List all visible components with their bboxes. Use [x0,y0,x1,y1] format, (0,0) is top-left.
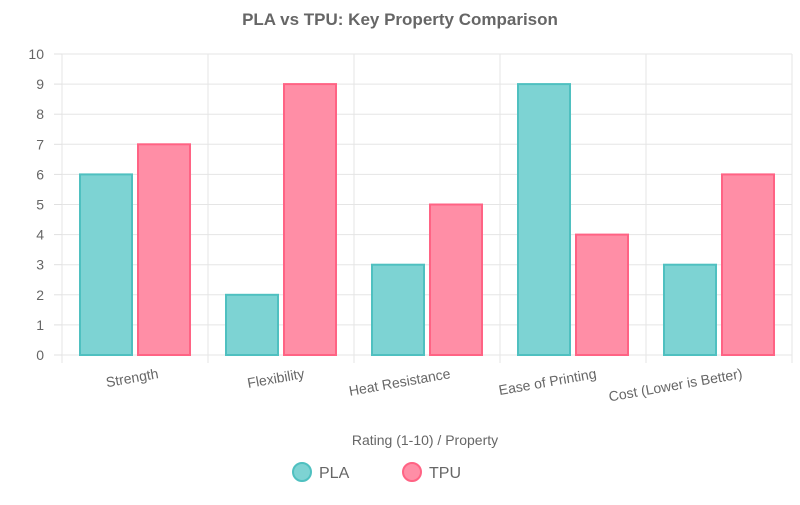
bar-layer [79,83,775,357]
bar-tpu[interactable] [429,203,483,356]
bar-pla[interactable] [79,173,133,356]
legend-label-tpu[interactable]: TPU [429,465,461,482]
x-tick-label: Ease of Printing [497,365,597,398]
y-tick-label: 5 [36,197,44,213]
x-tick-label: Strength [105,365,160,390]
legend-label-pla[interactable]: PLA [319,465,350,482]
bar-tpu[interactable] [721,173,775,356]
bar-tpu[interactable] [575,233,629,357]
y-tick-label: 3 [36,257,44,273]
bar-pla[interactable] [663,263,717,357]
chart-title: PLA vs TPU: Key Property Comparison [242,10,558,29]
y-tick-label: 2 [36,287,44,303]
bar-pla[interactable] [225,293,279,356]
bar-pla[interactable] [371,263,425,357]
legend-swatch-tpu[interactable] [402,462,422,482]
x-tick-label: Cost (Lower is Better) [607,365,743,404]
y-tick-label: 7 [36,136,44,152]
bar-pla[interactable] [517,83,571,356]
legend: PLA TPU [292,462,461,482]
y-tick-label: 4 [36,227,44,243]
bar-tpu[interactable] [137,143,191,356]
y-tick-label: 1 [36,317,44,333]
x-axis-title: Rating (1-10) / Property [352,432,498,448]
y-tick-label: 10 [28,46,44,62]
legend-swatch-pla[interactable] [292,462,312,482]
y-tick-label: 8 [36,106,44,122]
y-tick-label: 9 [36,76,44,92]
y-tick-label: 0 [36,347,44,363]
x-tick-label: Flexibility [246,365,305,391]
x-tick-label: Heat Resistance [348,365,452,399]
y-tick-label: 6 [36,166,44,182]
bar-tpu[interactable] [283,83,337,356]
